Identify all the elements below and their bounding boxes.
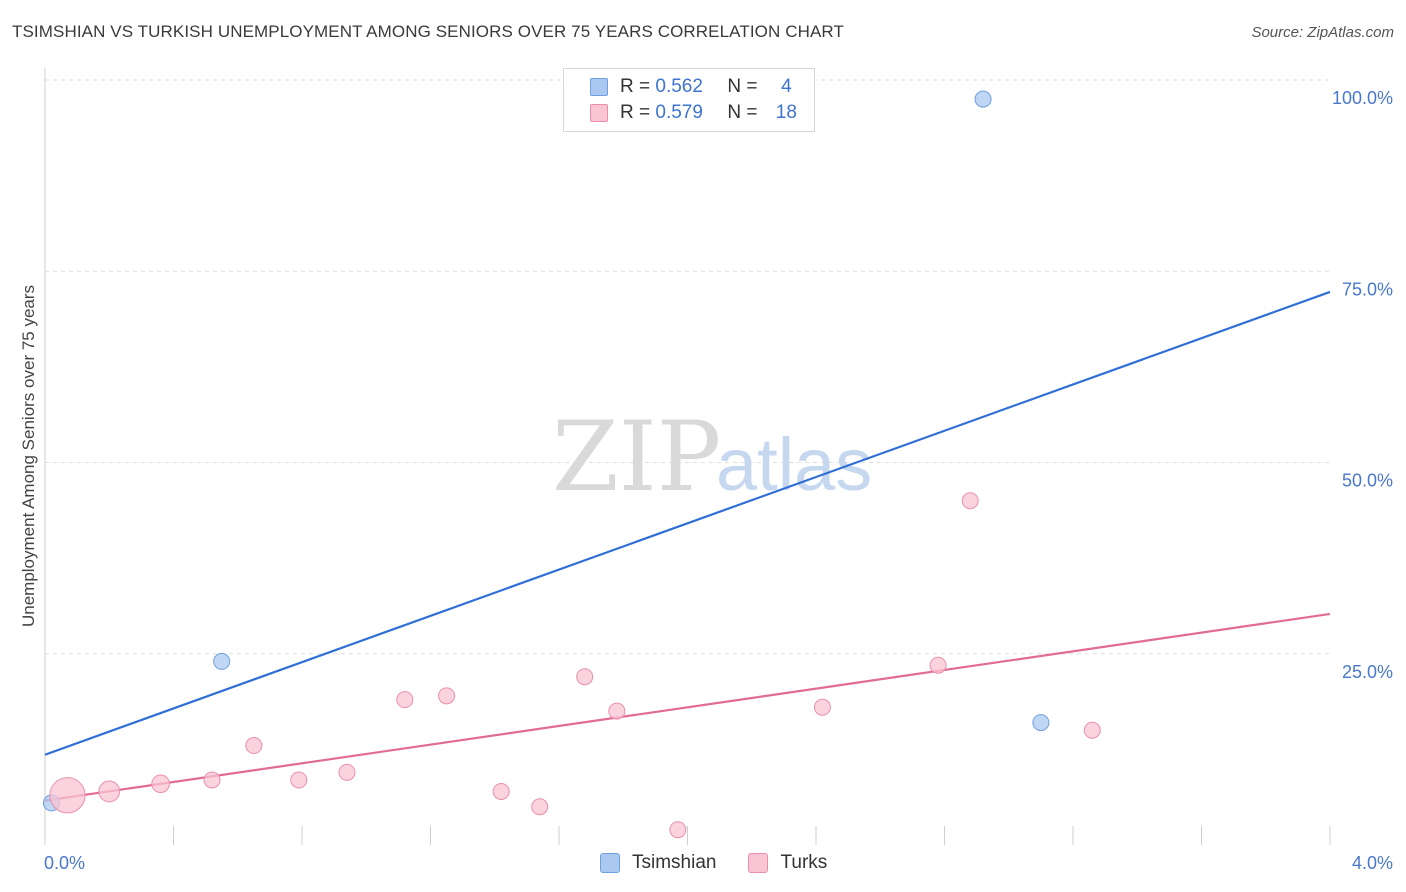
- y-tick-label: 100.0%: [1332, 88, 1393, 108]
- legend-r-value: 0.562: [655, 76, 703, 97]
- point-turks: [49, 777, 86, 814]
- point-turks: [929, 656, 947, 674]
- bottom-legend-label-turks: Turks: [780, 852, 828, 873]
- point-tsimshian: [1032, 714, 1050, 732]
- bottom-legend-swatch-turks: [748, 853, 769, 873]
- point-turks: [669, 821, 687, 839]
- data-points: [42, 90, 1101, 839]
- point-turks: [531, 798, 549, 816]
- y-axis-label: Unemployment Among Seniors over 75 years: [19, 285, 38, 627]
- legend-r-label: R =: [620, 102, 656, 123]
- legend-n-label: N =: [727, 76, 763, 97]
- legend-swatch-tsimshian: [590, 78, 608, 96]
- y-tick-label: 25.0%: [1342, 662, 1393, 682]
- x-tick-label: 4.0%: [1352, 853, 1393, 873]
- bottom-legend-item-tsimshian: Tsimshian: [600, 852, 716, 874]
- point-turks: [203, 771, 221, 789]
- point-turks: [245, 737, 263, 755]
- legend-swatch-turks: [590, 104, 608, 122]
- legend-r-value: 0.579: [655, 102, 703, 123]
- point-turks: [438, 687, 456, 705]
- point-turks: [338, 763, 356, 781]
- point-turks: [396, 691, 414, 709]
- chart-title: TSIMSHIAN VS TURKISH UNEMPLOYMENT AMONG …: [12, 22, 844, 41]
- source-label: Source: ZipAtlas.com: [1251, 24, 1394, 41]
- x-tick-label: 0.0%: [44, 853, 85, 873]
- point-turks: [98, 780, 121, 803]
- legend-n-value: 4: [781, 76, 792, 97]
- trend-line-turks: [44, 612, 1331, 802]
- bottom-legend-item-turks: Turks: [748, 852, 827, 874]
- bottom-legend-swatch-tsimshian: [600, 853, 620, 873]
- trend-lines: [44, 290, 1331, 802]
- legend-r-label: R =: [620, 76, 656, 97]
- point-turks: [1083, 721, 1101, 739]
- point-turks: [813, 698, 831, 716]
- tick-labels: 25.0% 50.0% 75.0% 100.0% 0.0% 4.0%: [44, 88, 1393, 873]
- y-tick-label: 75.0%: [1342, 279, 1393, 299]
- legend-row-turks: R = 0.579 N = 18: [590, 101, 801, 125]
- point-turks: [290, 771, 308, 789]
- point-turks: [961, 492, 979, 510]
- legend-row-tsimshian: R = 0.562 N = 4: [590, 75, 801, 99]
- legend-n-label: N =: [727, 102, 763, 123]
- y-tick-label: 50.0%: [1342, 471, 1393, 491]
- point-turks: [608, 702, 626, 720]
- watermark-atlas: atlas: [716, 423, 872, 506]
- point-tsimshian: [974, 90, 992, 108]
- axes: [44, 68, 1331, 845]
- point-turks: [492, 782, 510, 800]
- point-turks: [576, 668, 594, 686]
- grid: [45, 79, 1330, 655]
- watermark: ZIP atlas: [552, 401, 872, 513]
- trend-line-tsimshian: [44, 290, 1331, 756]
- bottom-legend-label-tsimshian: Tsimshian: [632, 852, 717, 873]
- legend-n-value: 18: [775, 102, 797, 123]
- bottom-legend: Tsimshian Turks: [600, 852, 859, 874]
- point-tsimshian: [213, 652, 231, 670]
- point-turks: [151, 774, 170, 794]
- watermark-zip: ZIP: [552, 401, 721, 513]
- legend: R = 0.562 N = 4 R = 0.579 N = 18: [563, 68, 815, 132]
